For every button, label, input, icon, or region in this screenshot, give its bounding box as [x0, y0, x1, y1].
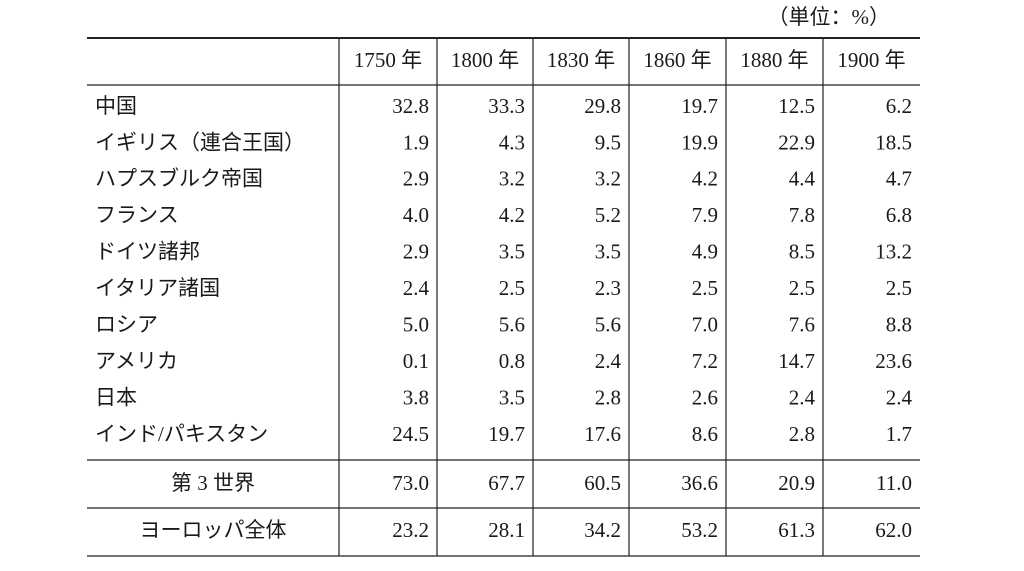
- cell: 2.3: [595, 276, 621, 300]
- cell: 22.9: [778, 130, 815, 154]
- row-label: ドイツ諸邦: [95, 240, 200, 264]
- cell: 24.5: [392, 422, 429, 446]
- cell: 9.5: [595, 130, 621, 154]
- cell: 1.7: [886, 422, 912, 446]
- cell: 23.6: [875, 349, 912, 373]
- cell: 62.0: [875, 518, 912, 542]
- column-header: 1860 年: [643, 48, 711, 72]
- cell: 19.7: [681, 94, 718, 118]
- column-header: 1750 年: [354, 48, 422, 72]
- cell: 2.5: [886, 276, 912, 300]
- cell: 18.5: [875, 130, 912, 154]
- cell: 34.2: [584, 518, 621, 542]
- summary-label: ヨーロッパ全体: [140, 518, 287, 542]
- cell: 2.5: [499, 276, 525, 300]
- cell: 33.3: [488, 94, 525, 118]
- cell: 3.2: [595, 167, 621, 191]
- cell: 2.9: [403, 167, 429, 191]
- cell: 8.8: [886, 312, 912, 336]
- cell: 2.4: [886, 385, 913, 409]
- cell: 12.5: [778, 94, 815, 118]
- cell: 61.3: [778, 518, 815, 542]
- cell: 28.1: [488, 518, 525, 542]
- cell: 3.5: [595, 240, 621, 264]
- cell: 5.0: [403, 312, 429, 336]
- cell: 19.9: [681, 130, 718, 154]
- cell: 73.0: [392, 471, 429, 495]
- row-label: 中国: [95, 94, 137, 118]
- cell: 2.5: [789, 276, 815, 300]
- cell: 20.9: [778, 471, 815, 495]
- cell: 4.2: [499, 203, 525, 227]
- cell: 4.0: [403, 203, 429, 227]
- cell: 7.9: [692, 203, 718, 227]
- cell: 32.8: [392, 94, 429, 118]
- cell: 6.2: [886, 94, 912, 118]
- row-label: ハプスブルク帝国: [95, 167, 263, 191]
- cell: 3.5: [499, 385, 525, 409]
- cell: 4.2: [692, 167, 718, 191]
- cell: 2.8: [789, 422, 815, 446]
- cell: 5.2: [595, 203, 621, 227]
- cell: 3.5: [499, 240, 525, 264]
- cell: 2.4: [595, 349, 622, 373]
- cell: 53.2: [681, 518, 718, 542]
- cell: 13.2: [875, 240, 912, 264]
- cell: 14.7: [778, 349, 815, 373]
- cell: 67.7: [488, 471, 525, 495]
- row-label: イギリス（連合王国）: [95, 130, 305, 154]
- column-header: 1800 年: [451, 48, 519, 72]
- cell: 0.1: [403, 349, 429, 373]
- cell: 7.0: [692, 312, 718, 336]
- column-header: 1830 年: [547, 48, 615, 72]
- cell: 2.4: [789, 385, 816, 409]
- cell: 7.6: [789, 312, 815, 336]
- cell: 11.0: [876, 471, 912, 495]
- cell: 5.6: [595, 312, 621, 336]
- cell: 5.6: [499, 312, 525, 336]
- cell: 0.8: [499, 349, 525, 373]
- row-label: インド/パキスタン: [95, 422, 268, 446]
- cell: 2.6: [692, 385, 718, 409]
- cell: 8.5: [789, 240, 815, 264]
- cell: 6.8: [886, 203, 912, 227]
- cell: 60.5: [584, 471, 621, 495]
- cell: 17.6: [584, 422, 621, 446]
- row-label: フランス: [95, 203, 179, 227]
- cell: 8.6: [692, 422, 718, 446]
- summary-label: 第 3 世界: [171, 471, 255, 495]
- cell: 2.4: [403, 276, 430, 300]
- cell: 2.8: [595, 385, 621, 409]
- cell: 4.9: [692, 240, 718, 264]
- row-label: ロシア: [95, 312, 158, 336]
- row-label: アメリカ: [95, 349, 178, 373]
- column-header: 1880 年: [740, 48, 808, 72]
- row-label: 日本: [95, 385, 137, 409]
- cell: 2.5: [692, 276, 718, 300]
- cell: 29.8: [584, 94, 621, 118]
- cell: 36.6: [681, 471, 718, 495]
- cell: 19.7: [488, 422, 525, 446]
- column-header: 1900 年: [837, 48, 905, 72]
- cell: 7.2: [692, 349, 718, 373]
- cell: 4.4: [789, 167, 816, 191]
- unit-note: （単位：%）: [768, 5, 891, 29]
- row-label: イタリア諸国: [95, 276, 220, 300]
- cell: 23.2: [392, 518, 429, 542]
- cell: 3.2: [499, 167, 525, 191]
- cell: 4.7: [886, 167, 912, 191]
- cell: 3.8: [403, 385, 429, 409]
- cell: 2.9: [403, 240, 429, 264]
- cell: 1.9: [403, 130, 429, 154]
- cell: 4.3: [499, 130, 525, 154]
- cell: 7.8: [789, 203, 815, 227]
